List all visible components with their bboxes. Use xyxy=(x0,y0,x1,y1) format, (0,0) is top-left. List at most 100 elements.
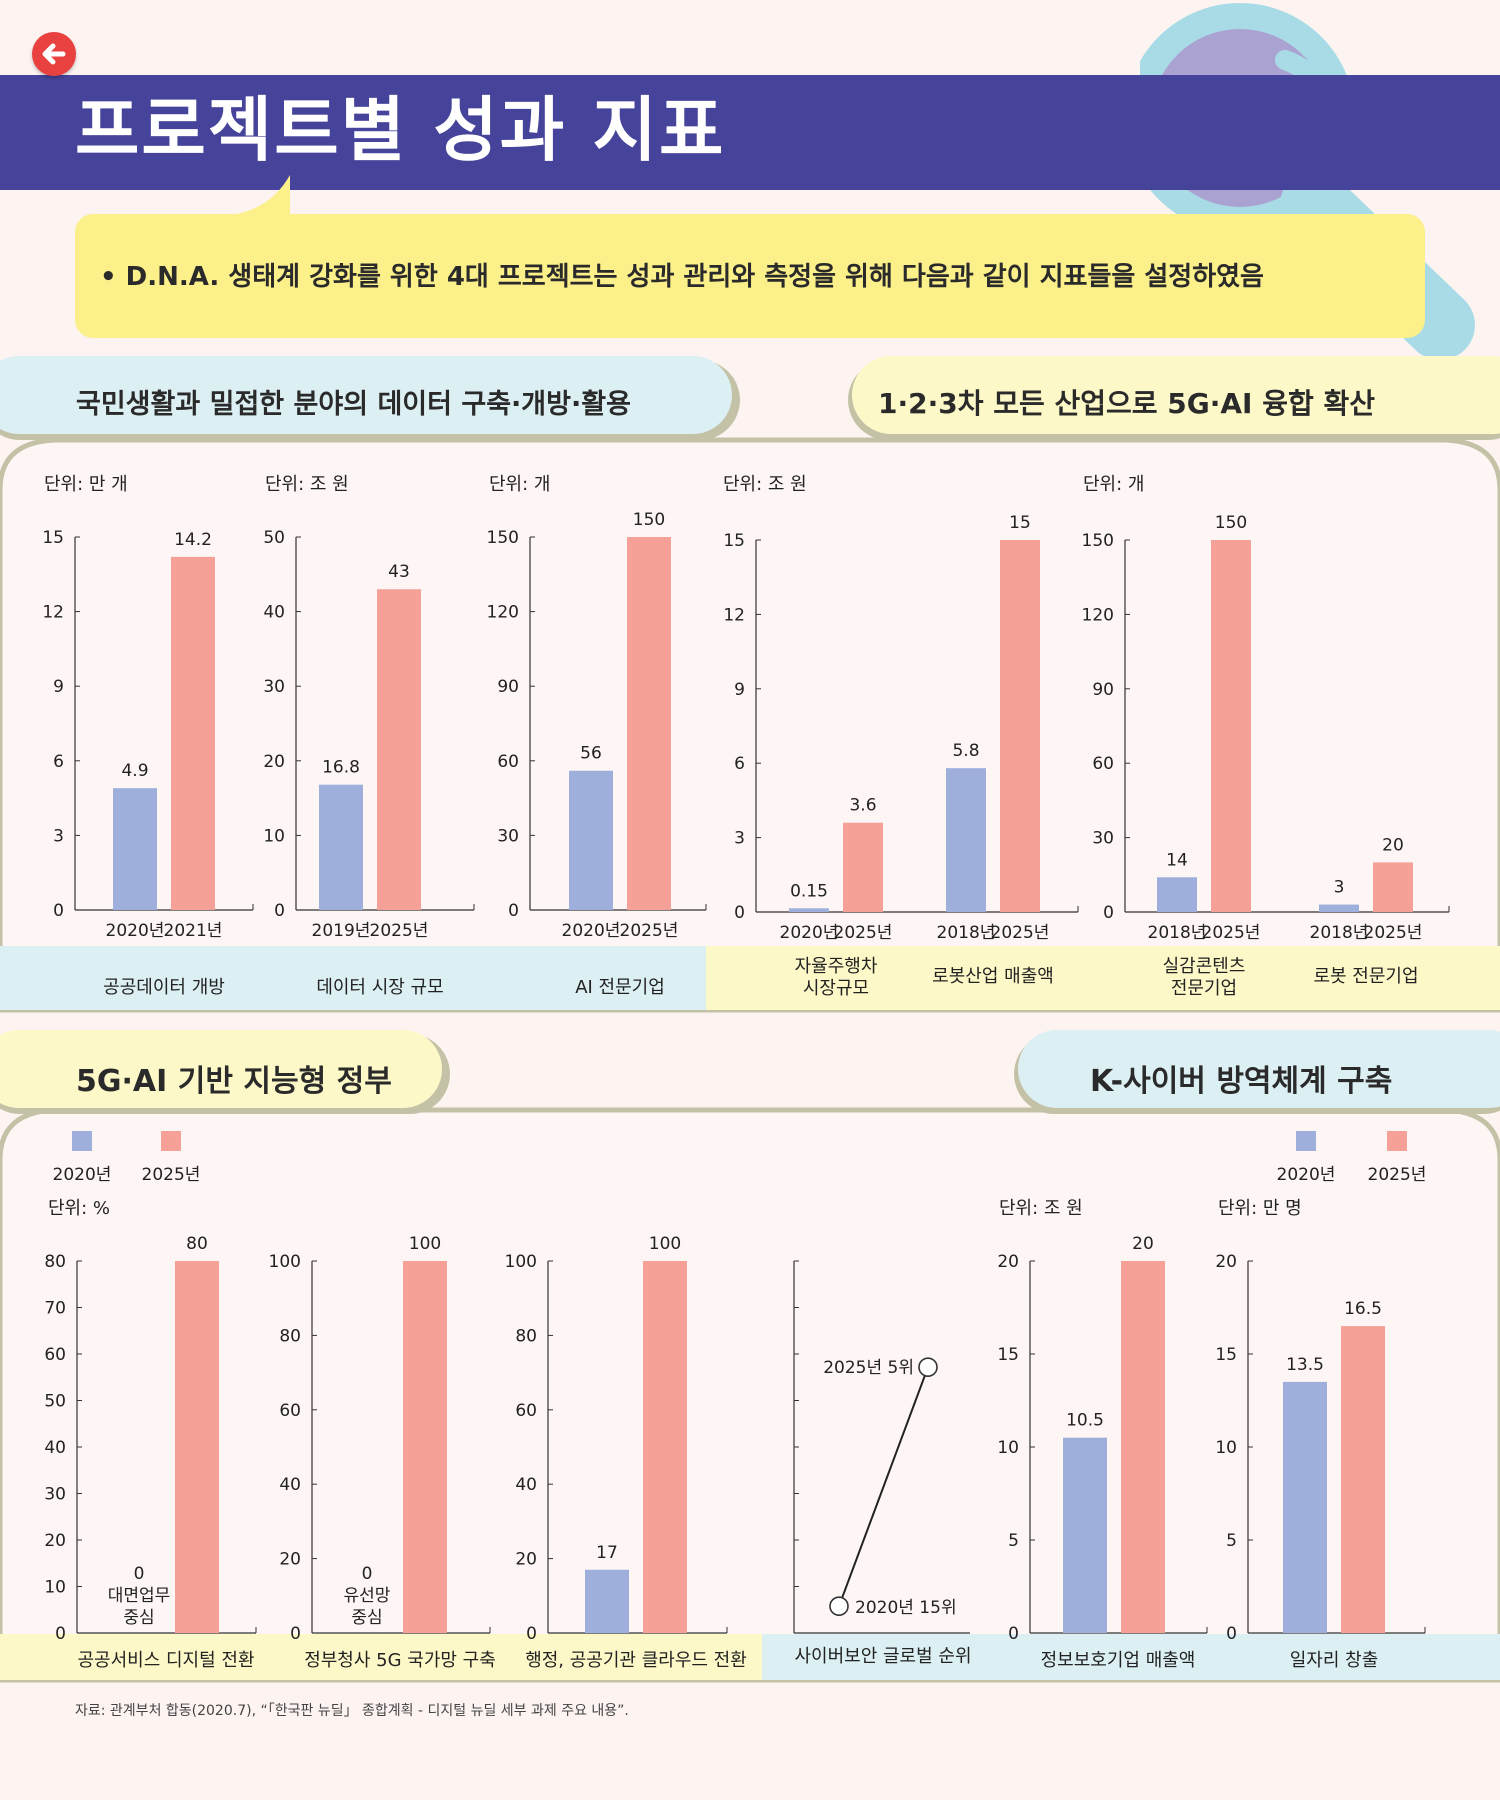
unit-label: 단위: % xyxy=(48,1198,110,1219)
legend-label: 2020년 xyxy=(1277,1165,1336,1185)
y-tick-label: 15 xyxy=(723,531,745,551)
category-label: 공공서비스 디지털 전환 xyxy=(77,1650,254,1671)
x-tick-label: 2020년 xyxy=(562,921,621,941)
x-tick-label: 2020년 xyxy=(780,923,839,943)
category-label: 데이터 시장 규모 xyxy=(316,977,443,998)
y-tick-label: 20 xyxy=(44,1531,66,1551)
bar-base-year xyxy=(1319,904,1359,912)
back-button[interactable] xyxy=(32,32,76,76)
bar-target-year xyxy=(643,1261,687,1633)
y-tick-label: 40 xyxy=(515,1475,537,1495)
y-tick-label: 30 xyxy=(44,1485,66,1505)
y-tick-label: 12 xyxy=(42,603,64,623)
bar-value-label: 80 xyxy=(186,1234,208,1254)
bar-value-label: 20 xyxy=(1382,835,1404,855)
rank-line xyxy=(838,1366,929,1607)
y-tick-label: 90 xyxy=(1092,680,1114,700)
y-tick-label: 150 xyxy=(487,528,519,548)
y-tick-label: 9 xyxy=(53,677,64,697)
bar-base-year xyxy=(946,768,986,912)
category-label: 공공데이터 개방 xyxy=(103,977,225,998)
bar-value-label: 20 xyxy=(1132,1234,1154,1254)
y-tick-label: 100 xyxy=(505,1252,537,1272)
y-tick-label: 15 xyxy=(1215,1345,1237,1365)
bar-value-label: 13.5 xyxy=(1286,1355,1324,1375)
x-tick-label: 2025년 xyxy=(991,923,1050,943)
x-tick-label: 2018년 xyxy=(937,923,996,943)
y-tick-label: 60 xyxy=(515,1401,537,1421)
category-label: 정부청사 5G 국가망 구축 xyxy=(304,1650,496,1671)
y-tick-label: 80 xyxy=(44,1252,66,1272)
legend-swatch-target xyxy=(1387,1131,1407,1151)
category-label: 정보보호기업 매출액 xyxy=(1041,1650,1196,1671)
bar-base-year xyxy=(1157,877,1197,912)
rank-point xyxy=(918,1357,938,1377)
bar-value-label: 43 xyxy=(388,562,410,582)
y-tick-label: 50 xyxy=(263,528,285,548)
y-tick-label: 20 xyxy=(1215,1252,1237,1272)
bar-value-label: 14.2 xyxy=(174,530,212,550)
category-label: 자율주행차 시장규모 xyxy=(795,956,878,999)
y-tick-label: 20 xyxy=(279,1550,301,1570)
category-label: 사이버보안 글로벌 순위 xyxy=(794,1646,971,1667)
page-title: 프로젝트별 성과 지표 xyxy=(75,89,726,171)
y-tick-label: 10 xyxy=(997,1438,1019,1458)
y-tick-label: 10 xyxy=(44,1578,66,1598)
y-tick-label: 30 xyxy=(1092,829,1114,849)
bar-target-year xyxy=(1121,1261,1165,1633)
bar-target-year xyxy=(175,1261,219,1633)
legend-label: 2025년 xyxy=(1368,1165,1427,1185)
y-tick-label: 6 xyxy=(734,754,745,774)
back-arrow-icon xyxy=(42,43,66,65)
y-tick-label: 10 xyxy=(1215,1438,1237,1458)
bar-target-year xyxy=(627,537,671,910)
bar-value-label: 16.5 xyxy=(1344,1299,1382,1319)
bar-value-label: 14 xyxy=(1166,850,1188,870)
x-tick-label: 2025년 xyxy=(1202,923,1261,943)
bar-base-year xyxy=(789,908,829,912)
y-tick-label: 6 xyxy=(53,752,64,772)
y-tick-label: 10 xyxy=(263,826,285,846)
legend-swatch-target xyxy=(161,1131,181,1151)
y-tick-label: 60 xyxy=(44,1345,66,1365)
category-label: 행정, 공공기관 클라우드 전환 xyxy=(525,1650,747,1671)
y-tick-label: 0 xyxy=(290,1624,301,1644)
y-tick-label: 9 xyxy=(734,680,745,700)
y-tick-label: 0 xyxy=(55,1624,66,1644)
unit-label: 단위: 만 개 xyxy=(44,474,128,495)
y-tick-label: 3 xyxy=(734,829,745,849)
y-tick-label: 0 xyxy=(1008,1624,1019,1644)
bar-target-year xyxy=(403,1261,447,1633)
bar-base-year xyxy=(1283,1381,1327,1633)
bar-value-label: 3.6 xyxy=(849,796,876,816)
unit-label: 단위: 만 명 xyxy=(1218,1198,1302,1219)
x-tick-label: 2018년 xyxy=(1148,923,1207,943)
section-title-intelligent-gov: 5G·AI 기반 지능형 정부 xyxy=(76,1064,392,1099)
bar-value-label: 150 xyxy=(633,510,665,530)
title-bar xyxy=(0,75,1500,190)
rank-point xyxy=(829,1596,849,1616)
x-tick-label: 2021년 xyxy=(164,921,223,941)
bar-value-label: 150 xyxy=(1215,513,1247,533)
y-tick-label: 60 xyxy=(497,752,519,772)
bar-target-year xyxy=(1373,862,1413,912)
bar-target-year xyxy=(1341,1326,1385,1633)
legend-label: 2020년 xyxy=(53,1165,112,1185)
bar-target-year xyxy=(1211,540,1251,912)
y-tick-label: 60 xyxy=(1092,754,1114,774)
bar-base-year xyxy=(585,1569,629,1633)
y-tick-label: 70 xyxy=(44,1299,66,1319)
legend-label: 2025년 xyxy=(142,1165,201,1185)
unit-label: 단위: 개 xyxy=(1083,474,1144,495)
x-tick-label: 2020년 xyxy=(106,921,165,941)
y-tick-label: 30 xyxy=(263,677,285,697)
bar-value-label: 15 xyxy=(1009,513,1031,533)
bar-target-year xyxy=(171,556,215,910)
category-label: 로봇산업 매출액 xyxy=(932,966,1054,987)
bar-base-year xyxy=(569,770,613,910)
section-title-data: 국민생활과 밀접한 분야의 데이터 구축·개방·활용 xyxy=(76,389,631,420)
y-tick-label: 15 xyxy=(42,528,64,548)
y-tick-label: 15 xyxy=(997,1345,1019,1365)
y-tick-label: 0 xyxy=(734,903,745,923)
category-label: 일자리 창출 xyxy=(1290,1650,1379,1671)
